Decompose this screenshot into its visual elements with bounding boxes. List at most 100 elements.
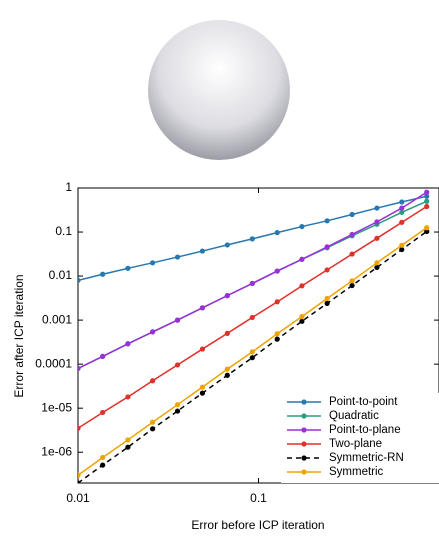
data-point: [299, 314, 305, 320]
data-point: [150, 419, 156, 425]
data-point: [199, 390, 206, 396]
y-tick-label: 0.0001: [35, 356, 72, 370]
data-point: [150, 260, 156, 266]
data-point: [174, 317, 181, 323]
data-point: [249, 236, 255, 242]
data-point: [424, 189, 430, 195]
y-tick-label: 0.1: [55, 224, 72, 238]
legend-label: Symmetric: [329, 466, 384, 478]
data-point: [125, 444, 131, 450]
data-point: [349, 278, 355, 284]
legend-label: Two-plane: [329, 438, 382, 450]
data-point: [174, 408, 181, 414]
data-point: [100, 462, 106, 468]
data-point: [274, 299, 280, 305]
data-point: [424, 198, 430, 204]
data-point: [249, 355, 255, 361]
data-point: [424, 225, 430, 231]
data-point: [150, 378, 156, 384]
x-tick-label: 0.01: [66, 491, 90, 505]
series-line: [78, 191, 428, 370]
data-point: [324, 244, 330, 250]
legend-marker: [301, 469, 307, 475]
data-point: [274, 331, 280, 337]
data-point: [424, 193, 430, 199]
data-point: [224, 366, 230, 372]
legend-label: Point-to-plane: [329, 424, 401, 436]
data-point: [374, 260, 380, 266]
data-point: [374, 205, 380, 211]
y-tick-label: 0.01: [49, 268, 73, 282]
data-point: [274, 336, 280, 342]
legend-marker: [301, 427, 307, 433]
data-point: [349, 282, 355, 289]
data-point: [224, 372, 230, 378]
data-point: [100, 409, 106, 416]
data-point: [78, 472, 81, 478]
data-point: [299, 223, 305, 230]
legend-label: Symmetric-RN: [329, 452, 404, 464]
x-tick-label: 0.1: [250, 491, 267, 505]
data-point: [199, 248, 206, 254]
data-point: [299, 283, 305, 289]
legend-label: Point-to-point: [329, 396, 398, 408]
y-axis-label: Error after ICP iteration: [12, 274, 26, 397]
legend-marker: [301, 399, 307, 405]
data-point: [199, 384, 206, 390]
data-point: [100, 271, 106, 277]
data-point: [249, 314, 255, 321]
data-point: [349, 231, 355, 238]
y-tick-label: 1e-06: [41, 444, 72, 458]
data-point: [399, 199, 405, 205]
data-point: [399, 246, 405, 253]
data-point: [125, 341, 131, 347]
data-point: [399, 242, 405, 248]
data-point: [324, 300, 330, 306]
legend-box: [281, 393, 439, 483]
data-point: [424, 203, 430, 210]
data-point: [125, 437, 131, 443]
y-tick-label: 1: [65, 180, 72, 194]
data-point: [374, 235, 380, 241]
data-point: [299, 256, 305, 262]
data-point: [78, 480, 81, 483]
data-point: [174, 362, 181, 368]
data-point: [299, 318, 305, 324]
legend-marker: [301, 413, 307, 419]
data-point: [224, 242, 230, 248]
x-axis-label: Error before ICP iteration: [191, 518, 324, 532]
data-point: [78, 425, 81, 431]
data-point: [374, 219, 380, 225]
plot-area: [78, 189, 430, 483]
legend: Point-to-point Quadratic Point-to-plane Two…: [281, 393, 439, 483]
legend-label: Quadratic: [329, 410, 379, 422]
legend-marker: [301, 441, 307, 447]
data-point: [125, 394, 131, 400]
data-point: [399, 209, 405, 215]
data-point: [249, 349, 255, 355]
data-point: [174, 402, 181, 408]
data-point: [324, 295, 330, 302]
data-point: [224, 330, 230, 336]
data-point: [399, 219, 405, 225]
data-point: [174, 254, 181, 260]
data-point: [78, 365, 81, 372]
data-point: [324, 267, 330, 273]
data-point: [424, 228, 430, 235]
data-point: [349, 211, 355, 218]
y-tick-label: 0.001: [42, 312, 72, 326]
data-point: [199, 305, 206, 311]
data-point: [349, 251, 355, 257]
data-point: [274, 230, 280, 236]
data-point: [100, 454, 106, 461]
data-point: [199, 346, 206, 352]
data-point: [249, 280, 255, 287]
ellipsoid-render: [148, 20, 290, 160]
data-point: [150, 426, 156, 432]
legend-marker: [301, 455, 307, 461]
data-point: [125, 265, 131, 271]
data-point: [78, 277, 81, 283]
data-point: [274, 268, 280, 274]
data-point: [399, 205, 405, 211]
